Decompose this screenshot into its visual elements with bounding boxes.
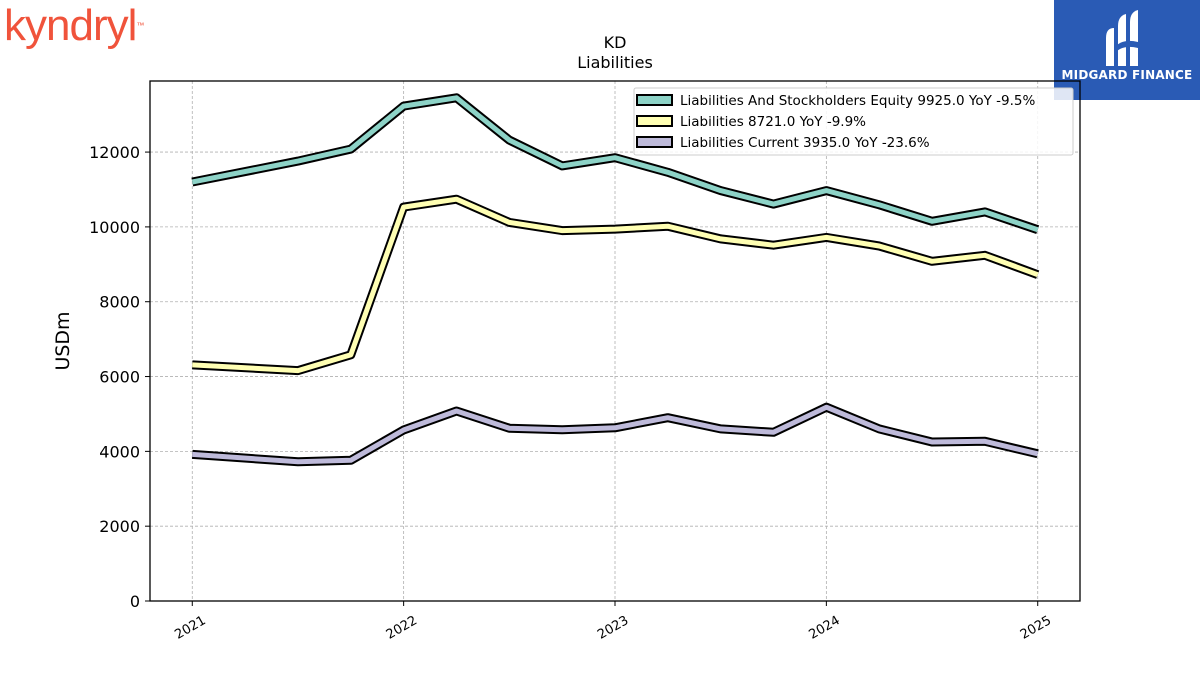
chart-title: KD: [604, 33, 627, 52]
chart-subtitle: Liabilities: [577, 53, 653, 72]
legend-label: Liabilities 8721.0 YoY -9.9%: [680, 114, 866, 130]
x-tick-label: 2024: [807, 613, 843, 643]
y-axis-label: USDm: [52, 311, 74, 370]
legend-swatch: [636, 136, 673, 148]
y-tick-label: 10000: [89, 218, 140, 237]
series-line-0: [191, 93, 1040, 234]
trademark-mark: ™: [136, 21, 145, 30]
legend-swatch: [636, 94, 673, 106]
series-line-1: [192, 194, 1040, 376]
y-tick-label: 6000: [99, 368, 140, 387]
legend-label: Liabilities And Stockholders Equity 9925…: [680, 93, 1035, 109]
legend: Liabilities And Stockholders Equity 9925…: [633, 87, 1074, 156]
midgard-finance-wordmark: MIDGARD FINANCE: [1061, 68, 1193, 82]
kyndryl-logo: kyndryl™: [4, 0, 144, 52]
y-tick-label: 8000: [99, 293, 140, 312]
y-tick-label: 2000: [99, 517, 140, 536]
legend-label: Liabilities Current 3935.0 YoY -23.6%: [680, 135, 930, 151]
y-axis: 0 2000 4000 6000 8000 10000 12000: [89, 143, 150, 611]
series-fill: [191, 95, 1039, 233]
series-fill: [192, 196, 1039, 374]
midgard-logo-icon: [1106, 10, 1138, 66]
y-tick-label: 12000: [89, 143, 140, 162]
x-axis: 2021 2022 2023 2024 2025: [172, 601, 1054, 643]
midgard-finance-logo: MIDGARD FINANCE: [1054, 0, 1200, 100]
x-tick-label: 2021: [172, 613, 208, 643]
legend-swatch: [636, 115, 673, 127]
x-tick-label: 2023: [595, 613, 631, 643]
series-line-2: [191, 402, 1039, 467]
series-group: [191, 93, 1040, 467]
y-tick-label: 4000: [99, 442, 140, 461]
series-outline: [192, 194, 1040, 376]
y-tick-label: 0: [130, 592, 140, 611]
x-tick-label: 2025: [1018, 613, 1054, 643]
legend-box: [633, 87, 1074, 156]
x-tick-label: 2022: [384, 613, 420, 643]
kyndryl-logo-text: kyndryl: [4, 1, 137, 50]
series-fill: [192, 404, 1039, 465]
